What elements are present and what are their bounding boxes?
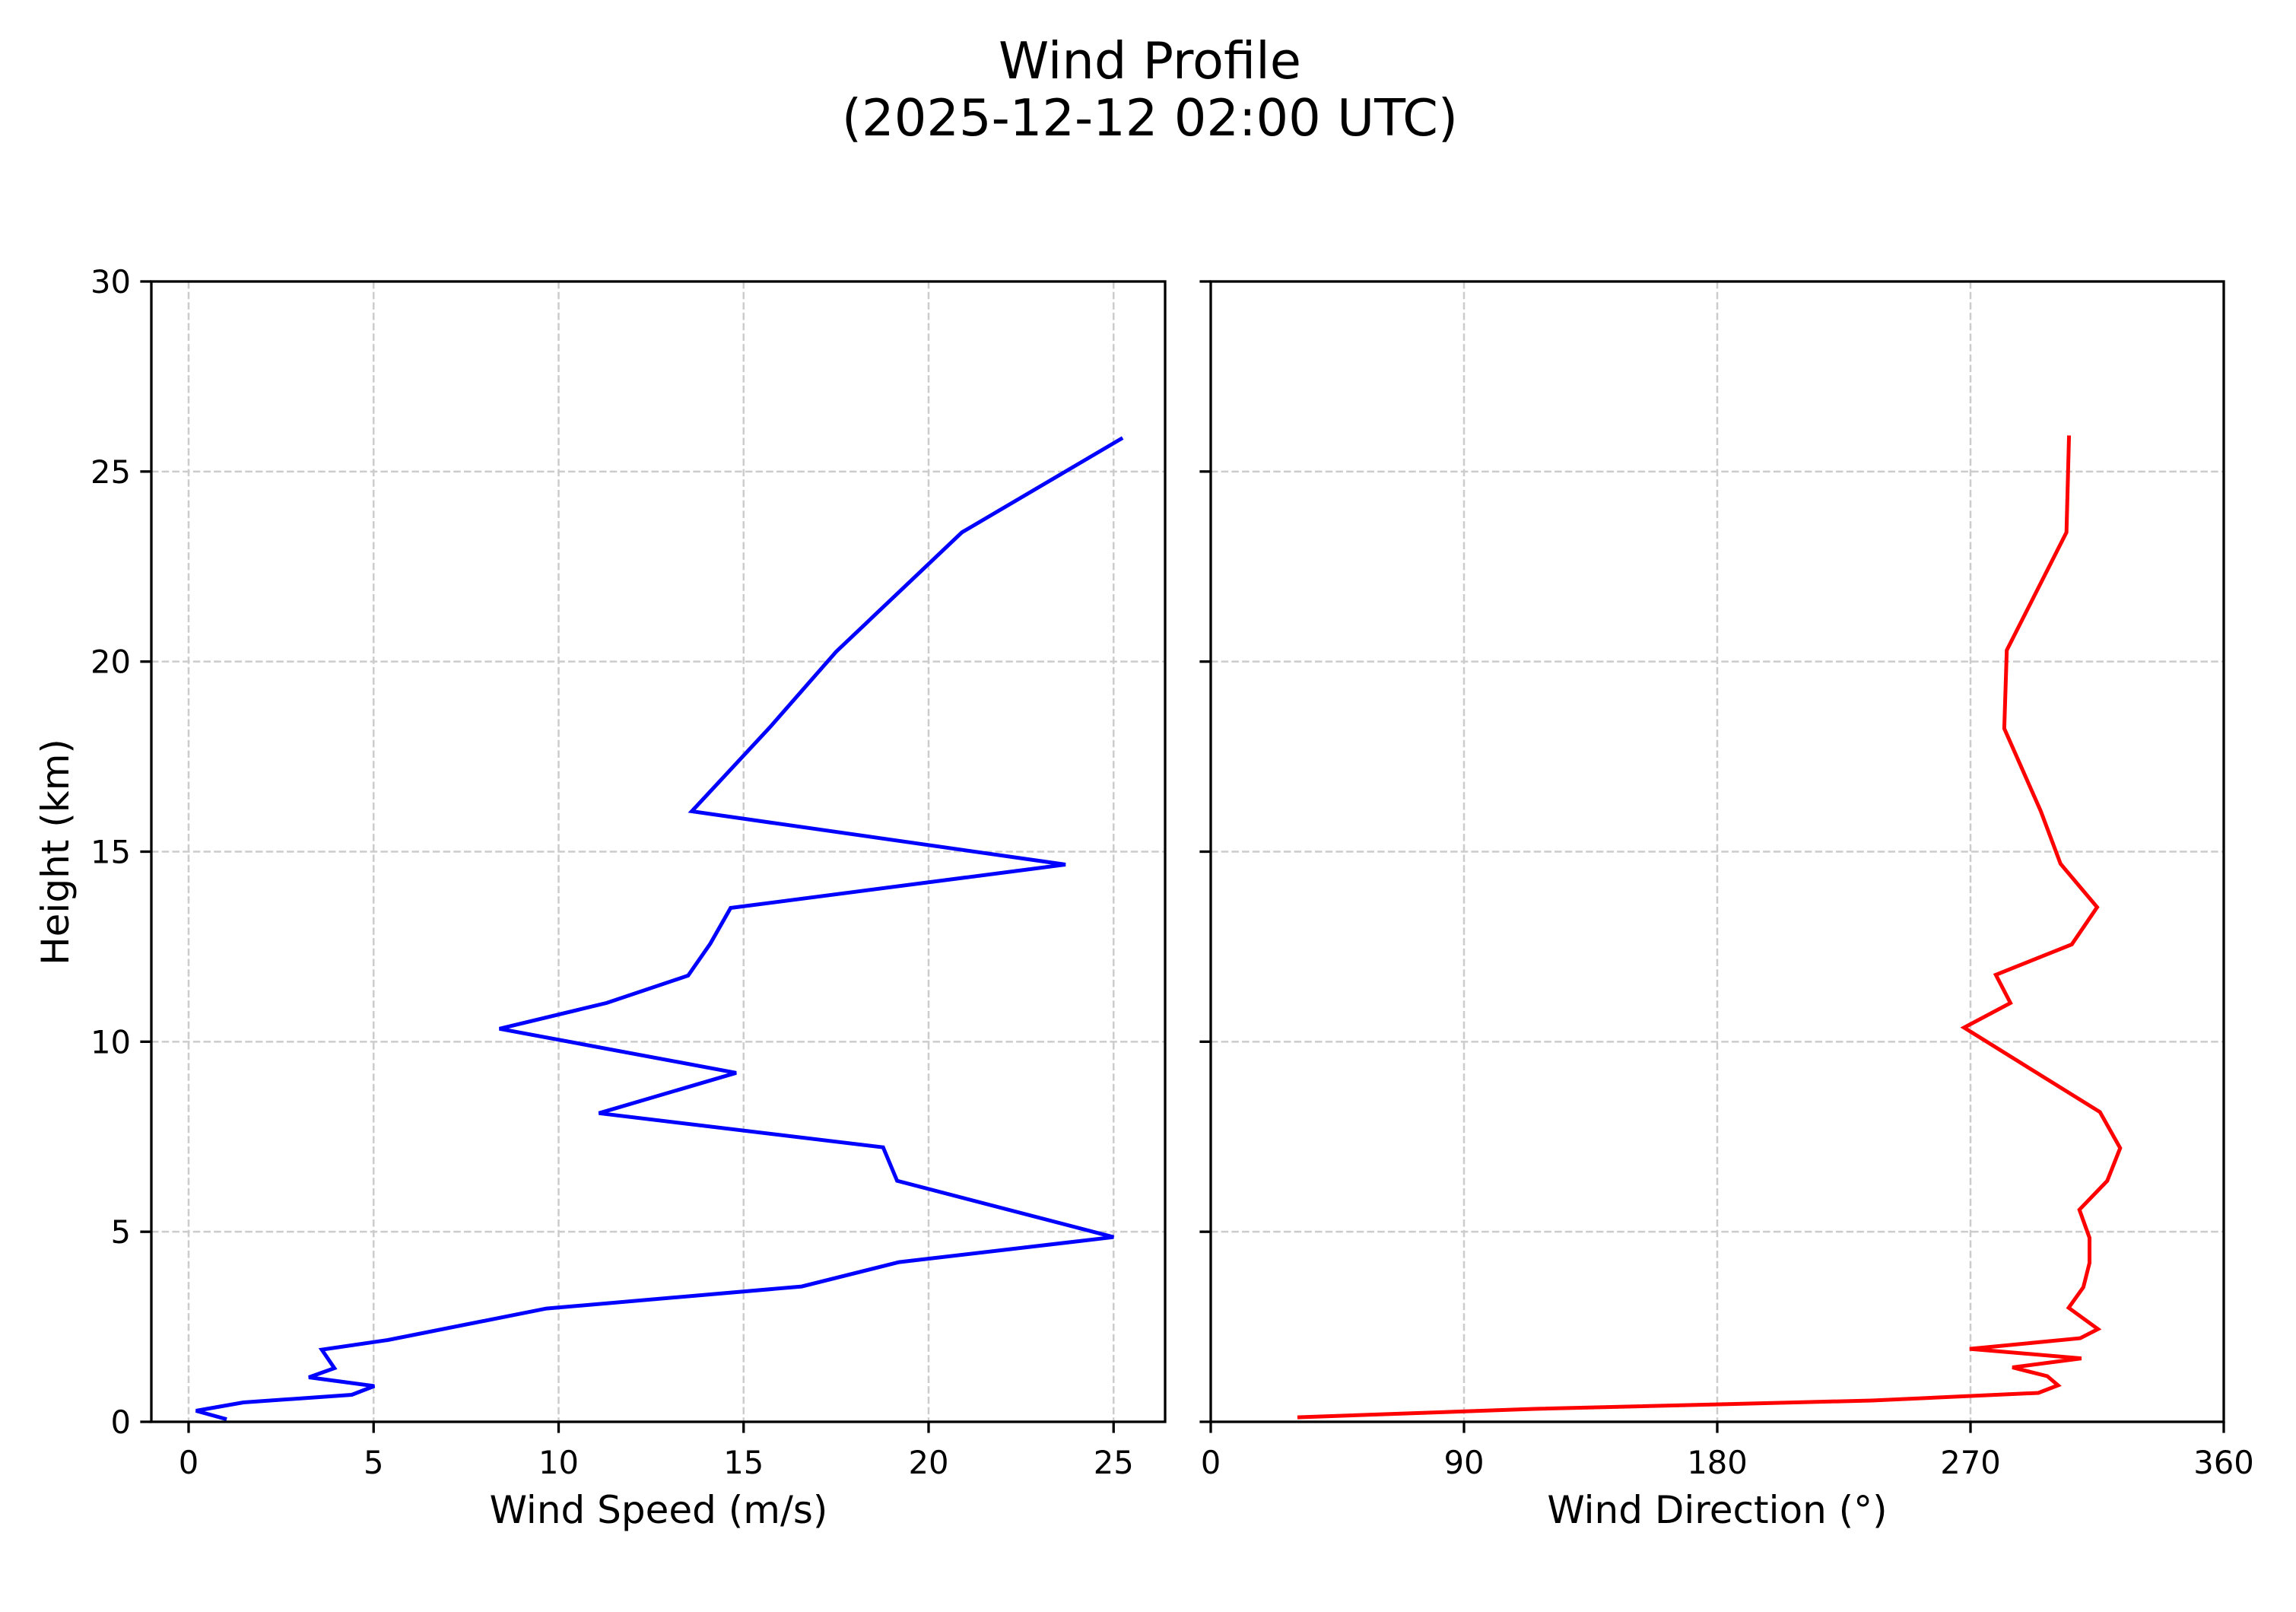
y-tick-label: 15 — [91, 834, 131, 871]
x-tick-label: 270 — [1940, 1444, 2001, 1481]
x-tick-label: 25 — [1094, 1444, 1134, 1481]
wind-speed-xlabel: Wind Speed (m/s) — [490, 1488, 828, 1532]
x-tick-label: 0 — [179, 1444, 199, 1481]
y-tick-label: 20 — [91, 644, 131, 681]
figure-title-line1: Wind Profile — [999, 31, 1301, 91]
y-tick-label: 0 — [110, 1404, 131, 1441]
x-tick-label: 90 — [1443, 1444, 1484, 1481]
y-tick-label: 10 — [91, 1023, 131, 1060]
x-tick-label: 20 — [908, 1444, 948, 1481]
x-tick-label: 180 — [1687, 1444, 1748, 1481]
x-tick-label: 0 — [1201, 1444, 1221, 1481]
wind-speed-ticks: 0 5 10 15 20 25 0 5 10 15 20 25 30 — [91, 263, 1134, 1481]
wind-direction-xlabel: Wind Direction (°) — [1547, 1488, 1887, 1532]
wind-direction-ticks: 0 90 180 270 360 — [1199, 280, 2254, 1481]
x-tick-label: 10 — [538, 1444, 579, 1481]
height-ylabel: Height (km) — [33, 739, 78, 965]
x-tick-label: 5 — [364, 1444, 384, 1481]
figure-title-line2: (2025-12-12 02:00 UTC) — [842, 88, 1458, 148]
wind-speed-gridlines — [151, 281, 1165, 1422]
wind-speed-line — [195, 436, 1124, 1422]
x-tick-label: 360 — [2193, 1444, 2254, 1481]
wind-direction-line — [1297, 435, 2123, 1420]
y-tick-label: 5 — [110, 1213, 131, 1251]
x-tick-label: 15 — [723, 1444, 764, 1481]
y-tick-label: 30 — [91, 263, 131, 300]
wind-direction-gridlines — [1211, 281, 2224, 1422]
y-tick-label: 25 — [91, 453, 131, 491]
wind-direction-panel: 0 90 180 270 360 Wind Direction (°) — [1199, 280, 2254, 1532]
